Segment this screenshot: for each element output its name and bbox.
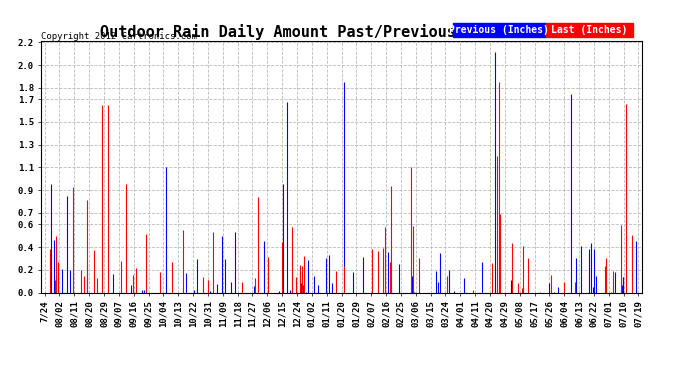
FancyBboxPatch shape — [546, 23, 633, 37]
FancyBboxPatch shape — [453, 23, 546, 37]
Text: Last (Inches): Last (Inches) — [551, 25, 627, 35]
Text: Copyright 2012 Cartronics.com: Copyright 2012 Cartronics.com — [41, 32, 197, 41]
Title: Outdoor Rain Daily Amount Past/Previous Year 20120724: Outdoor Rain Daily Amount Past/Previous … — [100, 24, 583, 40]
Text: Previous (Inches): Previous (Inches) — [449, 25, 549, 35]
